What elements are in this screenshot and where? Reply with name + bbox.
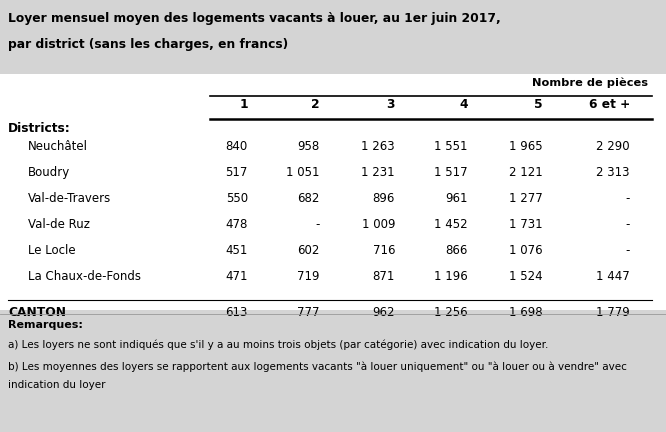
Text: 866: 866	[446, 244, 468, 257]
Text: 1 231: 1 231	[362, 166, 395, 179]
Text: 550: 550	[226, 192, 248, 205]
Text: indication du loyer: indication du loyer	[8, 380, 105, 390]
Text: 1 551: 1 551	[434, 140, 468, 153]
Text: -: -	[625, 218, 630, 231]
Text: 896: 896	[372, 192, 395, 205]
Text: 3: 3	[386, 98, 395, 111]
Text: Remarques:: Remarques:	[8, 320, 83, 330]
Text: La Chaux-de-Fonds: La Chaux-de-Fonds	[28, 270, 141, 283]
Text: 478: 478	[226, 218, 248, 231]
Text: 1 517: 1 517	[434, 166, 468, 179]
Text: a) Les loyers ne sont indiqués que s'il y a au moins trois objets (par catégorie: a) Les loyers ne sont indiqués que s'il …	[8, 340, 548, 350]
Text: 451: 451	[226, 244, 248, 257]
Text: 719: 719	[298, 270, 320, 283]
Text: 613: 613	[226, 306, 248, 319]
Text: 2: 2	[312, 98, 320, 111]
Text: 958: 958	[298, 140, 320, 153]
Text: 1 263: 1 263	[362, 140, 395, 153]
Text: 1 277: 1 277	[509, 192, 543, 205]
Text: 1 452: 1 452	[434, 218, 468, 231]
Text: 1 009: 1 009	[362, 218, 395, 231]
Text: Loyer mensuel moyen des logements vacants à louer, au 1er juin 2017,: Loyer mensuel moyen des logements vacant…	[8, 12, 501, 25]
Text: 1 051: 1 051	[286, 166, 320, 179]
Text: 716: 716	[372, 244, 395, 257]
Text: 4: 4	[460, 98, 468, 111]
Text: 517: 517	[226, 166, 248, 179]
Text: 602: 602	[298, 244, 320, 257]
Text: 471: 471	[226, 270, 248, 283]
Text: b) Les moyennes des loyers se rapportent aux logements vacants "à louer uniqueme: b) Les moyennes des loyers se rapportent…	[8, 362, 627, 372]
FancyBboxPatch shape	[0, 74, 666, 310]
Text: par district (sans les charges, en francs): par district (sans les charges, en franc…	[8, 38, 288, 51]
Text: Boudry: Boudry	[28, 166, 70, 179]
Text: Nombre de pièces: Nombre de pièces	[532, 78, 648, 89]
Text: 1 447: 1 447	[596, 270, 630, 283]
Text: Val-de Ruz: Val-de Ruz	[28, 218, 90, 231]
Text: Districts:: Districts:	[8, 122, 71, 135]
Text: 777: 777	[298, 306, 320, 319]
Text: 1 698: 1 698	[509, 306, 543, 319]
Text: 962: 962	[372, 306, 395, 319]
Text: 2 313: 2 313	[597, 166, 630, 179]
Text: 1 779: 1 779	[596, 306, 630, 319]
Text: 871: 871	[372, 270, 395, 283]
Text: CANTON: CANTON	[8, 306, 66, 319]
Text: 1: 1	[239, 98, 248, 111]
Text: 1 256: 1 256	[434, 306, 468, 319]
Text: 1 196: 1 196	[434, 270, 468, 283]
Text: 2 290: 2 290	[596, 140, 630, 153]
Text: 961: 961	[446, 192, 468, 205]
Text: -: -	[316, 218, 320, 231]
Text: -: -	[625, 244, 630, 257]
Text: 1 731: 1 731	[509, 218, 543, 231]
Text: 1 076: 1 076	[509, 244, 543, 257]
Text: 682: 682	[298, 192, 320, 205]
Text: 840: 840	[226, 140, 248, 153]
Text: 2 121: 2 121	[509, 166, 543, 179]
Text: 6 et +: 6 et +	[589, 98, 630, 111]
Text: 1 524: 1 524	[509, 270, 543, 283]
Text: 1 965: 1 965	[509, 140, 543, 153]
Text: 5: 5	[534, 98, 543, 111]
Text: Val-de-Travers: Val-de-Travers	[28, 192, 111, 205]
Text: Le Locle: Le Locle	[28, 244, 76, 257]
Text: Neuchâtel: Neuchâtel	[28, 140, 88, 153]
Text: -: -	[625, 192, 630, 205]
